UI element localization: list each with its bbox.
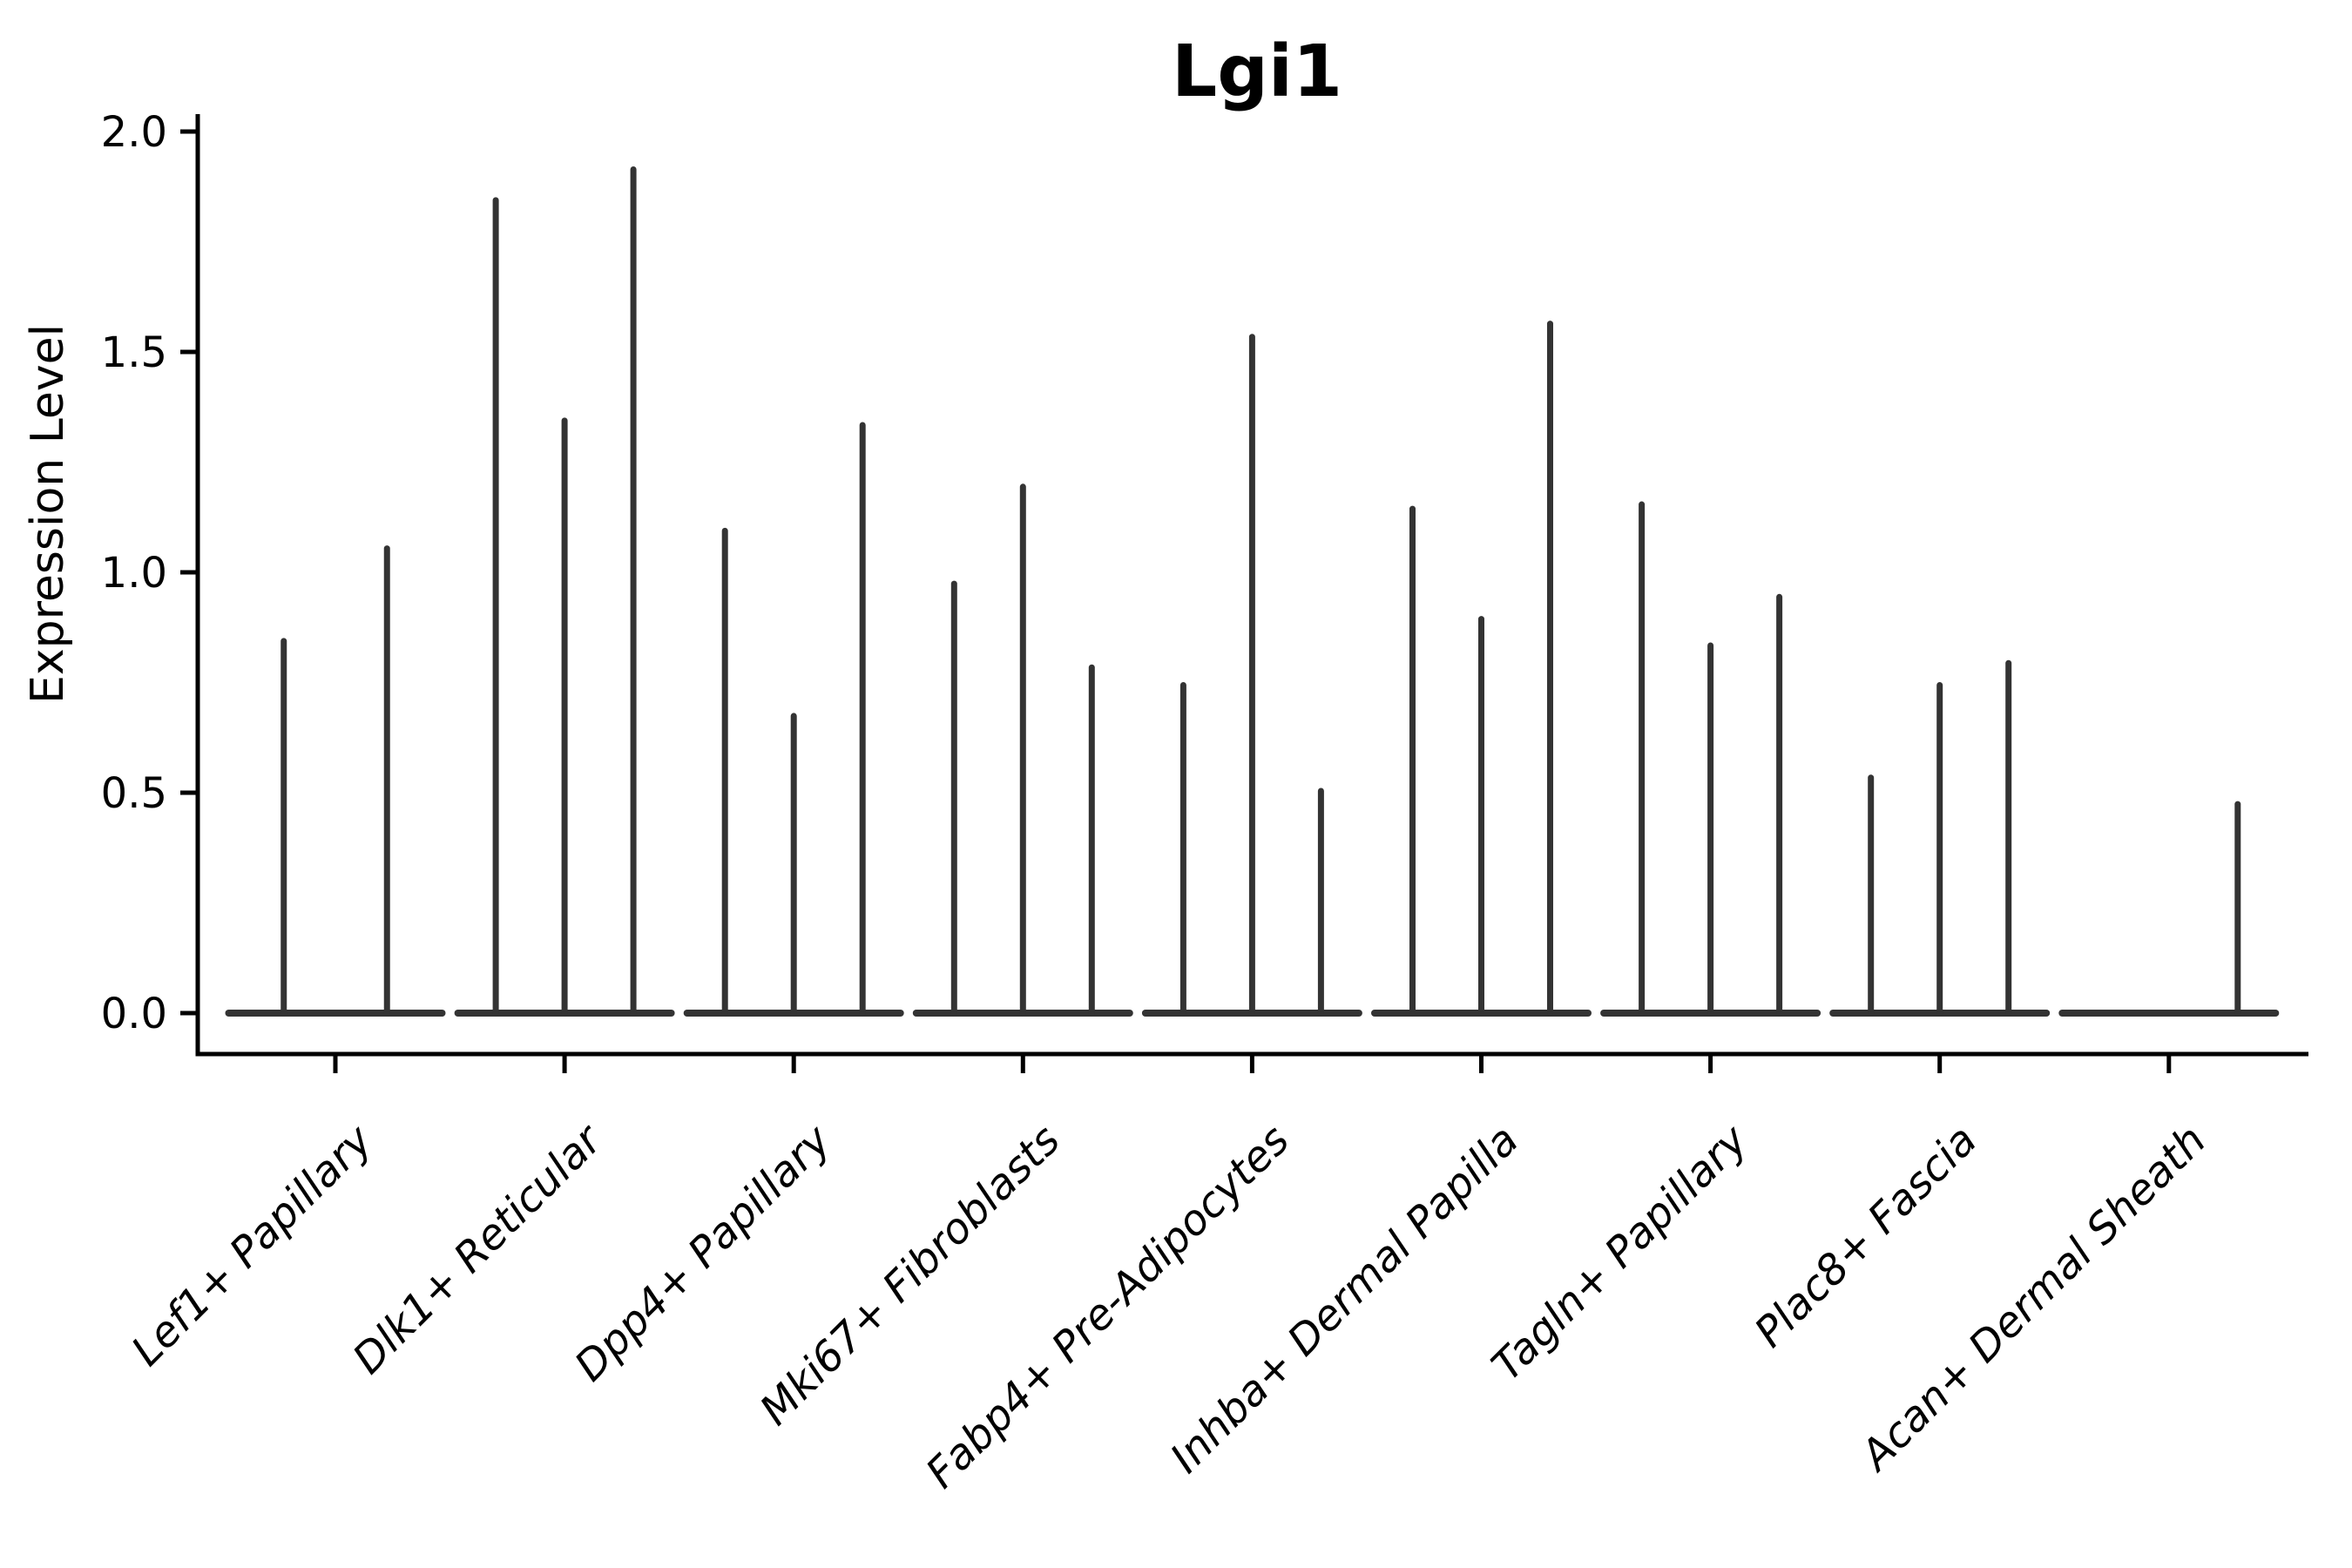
y-axis-ticks: 0.0 0.5 1.0 1.5 2.0 [101,108,198,1038]
x-tick-label: Tagln+ Papillary [1483,1115,1758,1390]
y-tick-label: 1.5 [101,328,167,377]
y-tick-label: 0.0 [101,990,167,1038]
x-tick-label: Plac8+ Fascia [1746,1116,1987,1357]
violins [225,166,2280,1017]
x-tick-label: Dlk1+ Reticular [343,1114,613,1384]
chart-title: Lgi1 [1172,30,1342,113]
y-axis-label: Expression Level [22,324,74,704]
y-tick-label: 0.5 [101,769,167,818]
y-tick-label: 1.0 [101,549,167,598]
y-tick-label: 2.0 [101,108,167,157]
x-tick-label: Fabp4+ Pre-Adipocytes [916,1116,1299,1498]
x-tick-label: Lef1+ Papillary [122,1115,382,1375]
x-tick-label: Dpp4+ Papillary [565,1115,841,1390]
